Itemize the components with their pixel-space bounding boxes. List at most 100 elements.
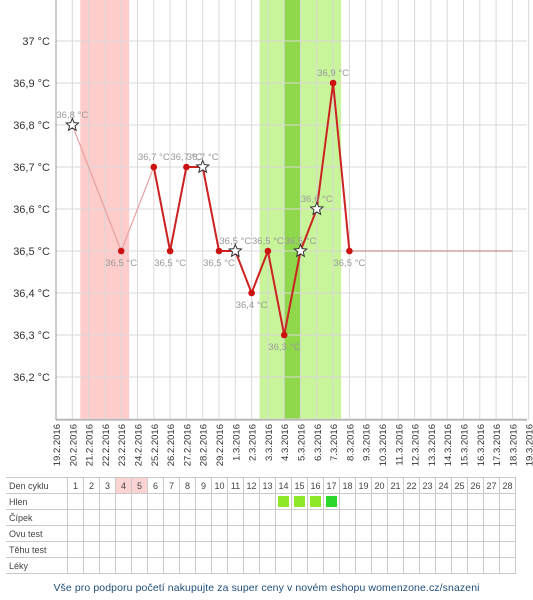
table-cell[interactable]: [307, 557, 324, 574]
table-cell[interactable]: [291, 525, 308, 542]
table-cell[interactable]: [83, 509, 100, 526]
table-cell[interactable]: [163, 509, 180, 526]
table-cell[interactable]: [147, 493, 164, 510]
table-cell[interactable]: [323, 509, 340, 526]
table-cell[interactable]: [179, 509, 196, 526]
table-cell[interactable]: [467, 525, 484, 542]
table-cell[interactable]: [371, 541, 388, 558]
table-cell[interactable]: [115, 541, 132, 558]
table-cell[interactable]: [499, 509, 516, 526]
table-cell[interactable]: [131, 493, 148, 510]
table-cell[interactable]: [99, 525, 116, 542]
table-cell[interactable]: [387, 509, 404, 526]
table-cell[interactable]: [67, 541, 84, 558]
table-cell[interactable]: [451, 557, 468, 574]
table-cell[interactable]: [163, 541, 180, 558]
table-cell[interactable]: [371, 525, 388, 542]
table-cell[interactable]: [435, 509, 452, 526]
table-cell[interactable]: [467, 493, 484, 510]
table-cell[interactable]: [451, 493, 468, 510]
table-cell[interactable]: [227, 541, 244, 558]
table-cell[interactable]: [131, 557, 148, 574]
table-cell[interactable]: [259, 493, 276, 510]
table-cell[interactable]: [179, 557, 196, 574]
table-cell[interactable]: [163, 493, 180, 510]
table-cell[interactable]: [243, 509, 260, 526]
table-cell[interactable]: [339, 493, 356, 510]
table-cell[interactable]: [275, 493, 292, 510]
table-cell[interactable]: [435, 541, 452, 558]
table-cell[interactable]: [323, 525, 340, 542]
table-cell[interactable]: [211, 541, 228, 558]
table-cell[interactable]: [259, 557, 276, 574]
table-cell[interactable]: [163, 557, 180, 574]
table-cell[interactable]: [419, 557, 436, 574]
table-cell[interactable]: [211, 509, 228, 526]
table-cell[interactable]: [179, 493, 196, 510]
table-cell[interactable]: [419, 541, 436, 558]
table-cell[interactable]: [339, 525, 356, 542]
table-cell[interactable]: [307, 493, 324, 510]
table-cell[interactable]: [291, 541, 308, 558]
table-cell[interactable]: [483, 493, 500, 510]
table-cell[interactable]: [99, 557, 116, 574]
table-cell[interactable]: [403, 509, 420, 526]
table-cell[interactable]: [243, 557, 260, 574]
table-cell[interactable]: [323, 493, 340, 510]
table-cell[interactable]: [467, 541, 484, 558]
table-cell[interactable]: [67, 525, 84, 542]
table-cell[interactable]: [355, 509, 372, 526]
table-cell[interactable]: [451, 509, 468, 526]
table-cell[interactable]: [83, 525, 100, 542]
table-cell[interactable]: [195, 509, 212, 526]
table-cell[interactable]: [195, 557, 212, 574]
table-cell[interactable]: [355, 541, 372, 558]
table-cell[interactable]: [275, 525, 292, 542]
table-cell[interactable]: [291, 557, 308, 574]
table-cell[interactable]: [451, 541, 468, 558]
table-cell[interactable]: [211, 493, 228, 510]
table-cell[interactable]: [195, 541, 212, 558]
table-cell[interactable]: [291, 493, 308, 510]
table-cell[interactable]: [227, 525, 244, 542]
table-cell[interactable]: [131, 509, 148, 526]
table-cell[interactable]: [387, 525, 404, 542]
table-cell[interactable]: [435, 525, 452, 542]
table-cell[interactable]: [131, 541, 148, 558]
table-cell[interactable]: [435, 557, 452, 574]
table-cell[interactable]: [83, 541, 100, 558]
table-cell[interactable]: [179, 525, 196, 542]
table-cell[interactable]: [467, 557, 484, 574]
table-cell[interactable]: [307, 541, 324, 558]
table-cell[interactable]: [259, 541, 276, 558]
table-cell[interactable]: [371, 509, 388, 526]
table-cell[interactable]: [275, 557, 292, 574]
table-cell[interactable]: [291, 509, 308, 526]
table-cell[interactable]: [307, 509, 324, 526]
table-cell[interactable]: [339, 557, 356, 574]
table-cell[interactable]: [67, 493, 84, 510]
table-cell[interactable]: [243, 541, 260, 558]
table-cell[interactable]: [371, 557, 388, 574]
table-cell[interactable]: [499, 493, 516, 510]
table-cell[interactable]: [211, 525, 228, 542]
table-cell[interactable]: [387, 541, 404, 558]
table-cell[interactable]: [115, 509, 132, 526]
table-cell[interactable]: [227, 509, 244, 526]
table-cell[interactable]: [227, 493, 244, 510]
table-cell[interactable]: [403, 493, 420, 510]
table-cell[interactable]: [323, 557, 340, 574]
table-cell[interactable]: [339, 541, 356, 558]
table-cell[interactable]: [243, 525, 260, 542]
eshop-footer-link[interactable]: Vše pro podporu početí nakupujte za supe…: [53, 582, 480, 594]
table-cell[interactable]: [147, 557, 164, 574]
table-cell[interactable]: [307, 525, 324, 542]
table-cell[interactable]: [483, 557, 500, 574]
table-cell[interactable]: [419, 525, 436, 542]
table-cell[interactable]: [355, 493, 372, 510]
table-cell[interactable]: [355, 557, 372, 574]
table-cell[interactable]: [211, 557, 228, 574]
table-cell[interactable]: [323, 541, 340, 558]
table-cell[interactable]: [83, 557, 100, 574]
table-cell[interactable]: [67, 509, 84, 526]
